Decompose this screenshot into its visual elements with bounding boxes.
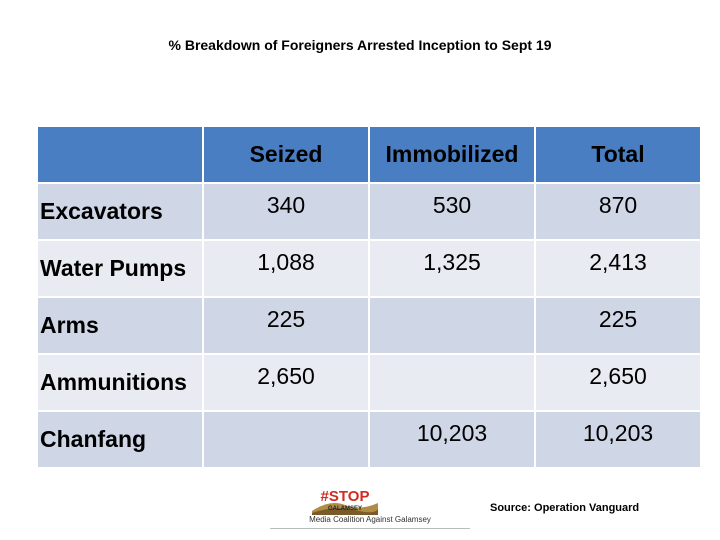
logo-divider (270, 528, 470, 529)
table-cell: 10,203 (534, 410, 702, 469)
stop-galamsey-logo-icon: #STOP GALAMSEY (312, 488, 378, 515)
table-row: Water Pumps 1,088 1,325 2,413 (36, 239, 702, 298)
table-row: Chanfang 10,203 10,203 (36, 410, 702, 469)
stop-galamsey-logo: #STOP GALAMSEY Media Coalition Against G… (270, 485, 470, 533)
header-cell: Total (534, 125, 702, 184)
table-cell: 870 (534, 182, 702, 241)
table-cell (202, 410, 370, 469)
table-cell: 225 (202, 296, 370, 355)
table-row: Excavators 340 530 870 (36, 182, 702, 241)
table-cell: 530 (368, 182, 536, 241)
data-table: Seized Immobilized Total Excavators 340 … (36, 125, 702, 469)
logo-caption: Media Coalition Against Galamsey (309, 515, 431, 524)
table-cell (368, 296, 536, 355)
svg-text:#STOP: #STOP (321, 488, 370, 505)
table-cell: 2,650 (534, 353, 702, 412)
table-cell: 340 (202, 182, 370, 241)
svg-text:GALAMSEY: GALAMSEY (328, 506, 362, 512)
table-header-row: Seized Immobilized Total (36, 125, 702, 184)
table-cell: 2,650 (202, 353, 370, 412)
row-label: Ammunitions (36, 353, 204, 412)
source-note: Source: Operation Vanguard (490, 502, 640, 514)
header-cell (36, 125, 204, 184)
table-row: Arms 225 225 (36, 296, 702, 355)
table-cell (368, 353, 536, 412)
table-cell: 225 (534, 296, 702, 355)
row-label: Water Pumps (36, 239, 204, 298)
row-label: Chanfang (36, 410, 204, 469)
table-cell: 1,088 (202, 239, 370, 298)
chart-title: % Breakdown of Foreigners Arrested Incep… (168, 37, 552, 53)
table-cell: 2,413 (534, 239, 702, 298)
row-label: Arms (36, 296, 204, 355)
header-cell: Immobilized (368, 125, 536, 184)
header-cell: Seized (202, 125, 370, 184)
table-row: Ammunitions 2,650 2,650 (36, 353, 702, 412)
table-cell: 1,325 (368, 239, 536, 298)
row-label: Excavators (36, 182, 204, 241)
table-cell: 10,203 (368, 410, 536, 469)
